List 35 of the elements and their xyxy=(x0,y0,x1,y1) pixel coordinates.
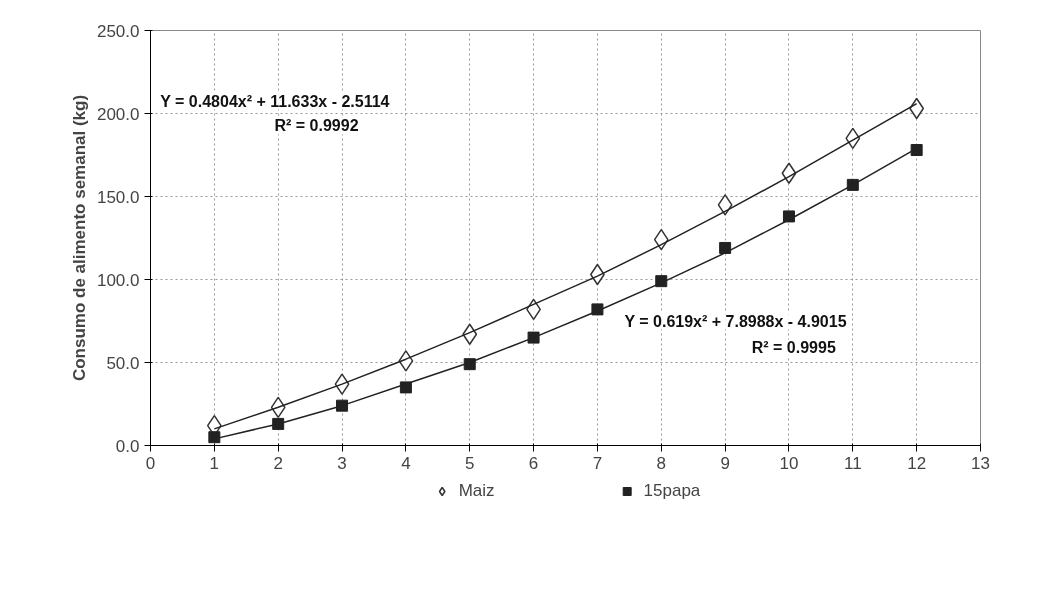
point xyxy=(910,144,923,157)
y-tick-label: 50.0 xyxy=(106,353,140,373)
x-tick-label: 8 xyxy=(656,453,667,473)
y-tick-label: 200.0 xyxy=(96,104,140,124)
point xyxy=(208,431,221,444)
x-tick-label: 1 xyxy=(209,453,220,473)
point xyxy=(399,381,412,394)
point xyxy=(527,331,540,344)
y-axis-title: Consumo de alimento semanal (kg) xyxy=(69,94,89,382)
x-tick-label: 7 xyxy=(592,453,603,473)
point xyxy=(591,303,604,316)
x-tick-label: 3 xyxy=(337,453,347,473)
x-tick-label: 5 xyxy=(465,453,475,473)
x-tick-label: 10 xyxy=(779,453,799,473)
y-tick-label: 250.0 xyxy=(96,21,140,41)
x-tick-label: 0 xyxy=(145,453,156,473)
x-tick-label: 9 xyxy=(720,453,730,473)
x-tick-label: 11 xyxy=(843,453,862,473)
point xyxy=(719,241,732,254)
y-tick-label: 0.0 xyxy=(115,436,140,456)
x-tick-label: 4 xyxy=(401,453,411,473)
x-tick-label: 6 xyxy=(528,453,539,473)
point xyxy=(717,194,733,216)
legend-label: 15papa xyxy=(643,481,701,501)
annotation: R² = 0.9995 xyxy=(751,339,836,357)
y-tick-label: 100.0 xyxy=(96,270,140,290)
x-tick-label: 12 xyxy=(907,453,927,473)
annotation: Y = 0.619x² + 7.8988x - 4.9015 xyxy=(624,312,847,330)
annotation: R² = 0.9992 xyxy=(274,117,359,135)
annotation: Y = 0.4804x² + 11.633x - 2.5114 xyxy=(160,92,390,110)
legend-label: Maiz xyxy=(458,481,495,501)
x-tick-label: 13 xyxy=(971,453,990,473)
point xyxy=(782,210,795,223)
x-tick-label: 2 xyxy=(273,453,283,473)
y-tick-label: 150.0 xyxy=(96,187,140,207)
